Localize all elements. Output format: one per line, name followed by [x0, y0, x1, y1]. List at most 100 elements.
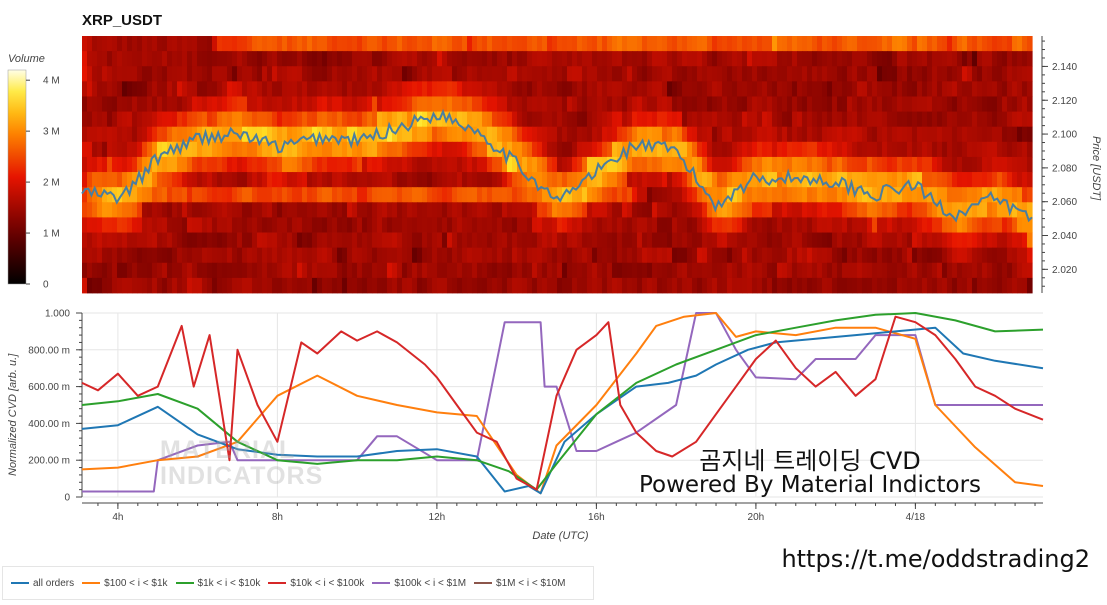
heatmap-cell	[877, 36, 883, 52]
legend-item[interactable]: $1k < i < $10k	[175, 578, 260, 589]
heatmap-cell	[117, 232, 123, 249]
heatmap-cell	[807, 217, 813, 233]
heatmap-cell	[312, 277, 318, 294]
heatmap-cell	[797, 262, 803, 279]
heatmap-cell	[102, 126, 108, 143]
heatmap-cell	[607, 232, 613, 249]
legend-item[interactable]: all orders	[11, 578, 74, 589]
heatmap-cell	[237, 66, 243, 82]
heatmap-cell	[682, 247, 688, 264]
heatmap-cell	[592, 156, 598, 173]
heatmap-cell	[782, 81, 788, 97]
heatmap-cell	[207, 262, 213, 279]
heatmap-cell	[692, 51, 698, 67]
heatmap-cell	[132, 277, 138, 294]
heatmap-cell	[927, 262, 933, 279]
heatmap-cell	[647, 247, 653, 264]
heatmap-cell	[127, 141, 133, 158]
telegram-url[interactable]: https://t.me/oddstrading2	[781, 545, 1090, 573]
heatmap-cell	[352, 247, 358, 264]
heatmap-cell	[1012, 187, 1018, 203]
legend-item[interactable]: $10k < i < $100k	[268, 578, 364, 589]
heatmap-cell	[282, 247, 288, 264]
heatmap-cell	[857, 156, 863, 173]
heatmap-cell	[1022, 126, 1028, 143]
heatmap-cell	[147, 126, 153, 143]
heatmap-cell	[927, 141, 933, 158]
heatmap-cell	[722, 51, 728, 67]
heatmap-cell	[527, 262, 533, 279]
heatmap-cell	[742, 247, 748, 264]
heatmap-cell	[637, 217, 643, 233]
heatmap-cell	[112, 96, 118, 112]
heatmap-cell	[772, 262, 778, 279]
heatmap-cell	[722, 262, 728, 279]
heatmap-cell	[892, 262, 898, 279]
heatmap-cell	[807, 111, 813, 128]
heatmap-cell	[342, 126, 348, 143]
heatmap-cell	[677, 66, 683, 82]
heatmap-cell	[307, 36, 313, 52]
heatmap-cell	[912, 262, 918, 279]
heatmap-cell	[667, 96, 673, 112]
heatmap-cell	[422, 232, 428, 249]
heatmap-cell	[712, 277, 718, 294]
heatmap-cell	[117, 247, 123, 264]
heatmap-cell	[1002, 51, 1008, 67]
heatmap-cell	[857, 141, 863, 158]
heatmap-cell	[962, 66, 968, 82]
heatmap-cell	[577, 36, 583, 52]
heatmap-cell	[652, 172, 658, 188]
heatmap-cell	[192, 277, 198, 294]
heatmap-cell	[642, 217, 648, 233]
heatmap-cell	[272, 66, 278, 82]
heatmap-cell	[192, 141, 198, 158]
heatmap-cell	[892, 66, 898, 82]
heatmap-cell	[602, 36, 608, 52]
heatmap-cell	[827, 111, 833, 128]
heatmap-cell	[212, 247, 218, 264]
legend-item[interactable]: $100 < i < $1k	[82, 578, 168, 589]
heatmap-cell	[82, 262, 88, 279]
heatmap-cell	[532, 36, 538, 52]
heatmap-cell	[822, 126, 828, 143]
heatmap-cell	[152, 156, 158, 173]
heatmap-cell	[937, 187, 943, 203]
heatmap-cell	[227, 66, 233, 82]
heatmap-cell	[672, 217, 678, 233]
heatmap-cell	[597, 51, 603, 67]
heatmap-cell	[82, 126, 88, 143]
heatmap-cell	[422, 156, 428, 173]
heatmap-cell	[857, 202, 863, 218]
heatmap-cell	[857, 36, 863, 52]
legend-item[interactable]: $1M < i < $10M	[474, 578, 566, 589]
heatmap-cell	[207, 172, 213, 188]
heatmap-cell	[807, 141, 813, 158]
heatmap-cell	[812, 126, 818, 143]
heatmap-cell	[377, 232, 383, 249]
heatmap-cell	[327, 81, 333, 97]
heatmap-cell	[167, 232, 173, 249]
heatmap-cell	[227, 111, 233, 128]
heatmap-cell	[272, 126, 278, 143]
heatmap-cell	[482, 172, 488, 188]
heatmap-cell	[922, 187, 928, 203]
heatmap-cell	[652, 247, 658, 264]
heatmap-cell	[922, 126, 928, 143]
legend-item[interactable]: $100k < i < $1M	[372, 578, 466, 589]
heatmap-cell	[797, 217, 803, 233]
heatmap-cell	[397, 156, 403, 173]
heatmap-cell	[732, 262, 738, 279]
heatmap-cell	[132, 187, 138, 203]
heatmap-cell	[667, 262, 673, 279]
heatmap-cell	[547, 247, 553, 264]
heatmap-cell	[557, 217, 563, 233]
heatmap-cell	[1027, 141, 1033, 158]
heatmap-cell	[767, 232, 773, 249]
heatmap-cell	[962, 51, 968, 67]
heatmap-cell	[627, 262, 633, 279]
heatmap-cell	[477, 96, 483, 112]
heatmap-cell	[622, 36, 628, 52]
heatmap-cell	[402, 247, 408, 264]
heatmap-cell	[372, 156, 378, 173]
